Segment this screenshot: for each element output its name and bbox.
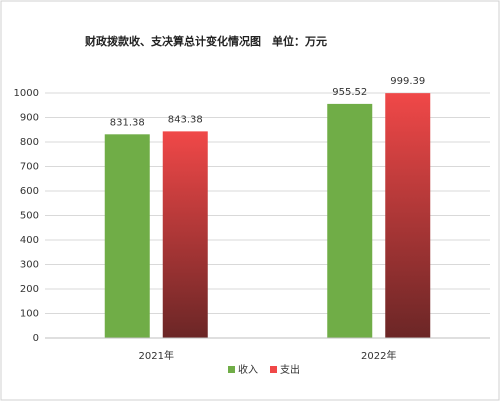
- y-tick-label: 500: [20, 211, 39, 222]
- x-tick-label: 2022年: [361, 349, 396, 362]
- bar: [162, 131, 208, 338]
- y-tick-label: 200: [20, 284, 39, 295]
- y-tick-label: 100: [20, 309, 39, 320]
- value-label: 843.38: [168, 114, 203, 125]
- bar: [385, 93, 431, 339]
- legend-label: 支出: [280, 363, 300, 376]
- y-tick-label: 900: [20, 113, 39, 124]
- legend-swatch: [228, 366, 235, 373]
- value-label: 831.38: [110, 117, 145, 128]
- y-tick-label: 800: [20, 137, 39, 148]
- chart-title: 财政拨款收、支决算总计变化情况图: [84, 34, 261, 48]
- legend-label: 收入: [238, 363, 258, 376]
- y-tick-label: 1000: [14, 88, 39, 99]
- x-tick-label: 2021年: [139, 349, 174, 362]
- y-tick-label: 300: [20, 260, 39, 271]
- y-tick-label: 0: [33, 333, 39, 344]
- legend-swatch: [270, 366, 277, 373]
- y-tick-label: 700: [20, 162, 39, 173]
- bar: [327, 103, 373, 338]
- y-tick-label: 600: [20, 186, 39, 197]
- bar: [104, 134, 150, 338]
- value-label: 955.52: [332, 87, 367, 98]
- chart-unit: 单位：万元: [272, 34, 327, 48]
- value-label: 999.39: [390, 76, 425, 87]
- y-tick-label: 400: [20, 235, 39, 246]
